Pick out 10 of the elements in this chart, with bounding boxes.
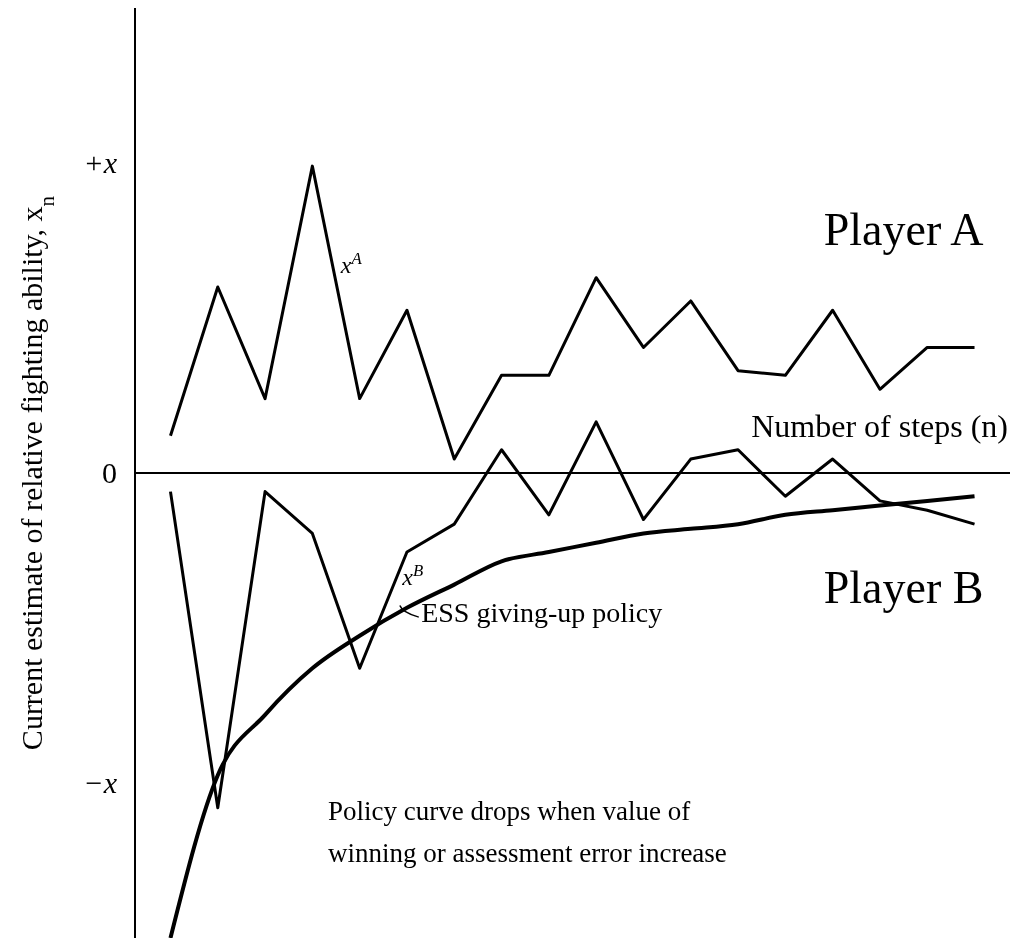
series-label: Player B: [823, 562, 984, 614]
annotation: Policy curve drops when value of winning or assessment error increase: [327, 795, 727, 868]
text: −x: [83, 766, 118, 799]
annotation: x$^{A}$: [339, 248, 363, 279]
text: +x: [83, 146, 118, 179]
legend-label: ESS giving-up policy: [421, 596, 663, 628]
annotation: x$^{B}$: [401, 560, 424, 590]
text: 0: [102, 456, 117, 489]
x-axis-title: Number of steps (n): [751, 408, 1008, 444]
series-label: Player A: [823, 204, 984, 256]
